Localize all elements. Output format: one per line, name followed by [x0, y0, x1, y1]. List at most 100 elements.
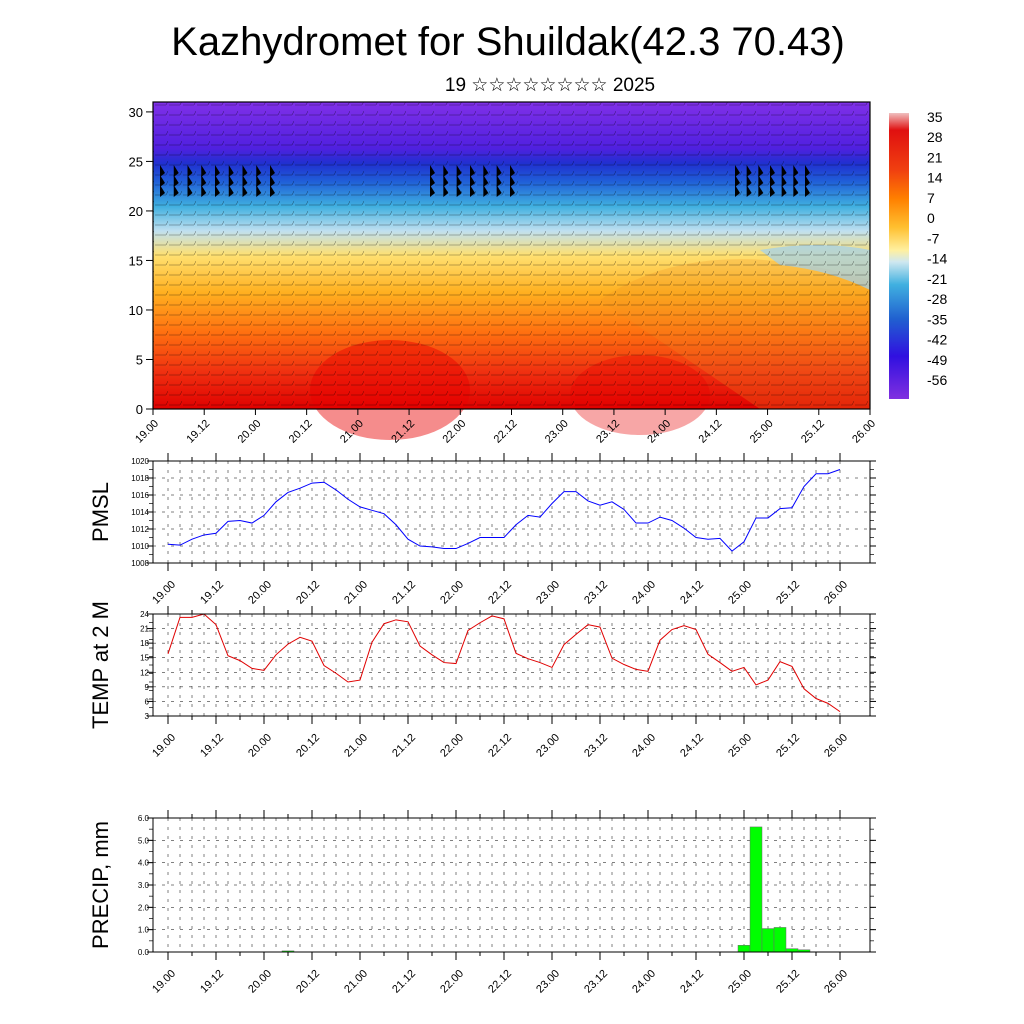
- y-tick-label: 10: [129, 303, 143, 318]
- precip-bar: [749, 826, 763, 953]
- wind-flag-barb: [770, 175, 775, 187]
- chart-title: Kazhydromet for Shuildak(42.3 70.43): [171, 20, 845, 64]
- y-axis-label: PMSL: [88, 482, 113, 542]
- x-tick-label: 23.12: [582, 579, 610, 607]
- colorbar-label: -56: [927, 372, 947, 388]
- x-tick-label: 23.12: [582, 968, 610, 996]
- wind-flag-barb: [483, 175, 489, 187]
- x-tick-label: 20.12: [287, 418, 315, 446]
- y-tick-label: 3: [145, 712, 150, 721]
- wind-flag-barb: [496, 185, 502, 197]
- y-tick-label: 21: [140, 625, 149, 634]
- y-tick-label: 1020: [131, 457, 149, 466]
- wind-flag-barb: [510, 165, 515, 177]
- x-tick-label: 24.12: [678, 732, 706, 760]
- plot-frame: [152, 460, 871, 564]
- wind-barbs: [153, 102, 870, 409]
- data-line: [167, 469, 841, 552]
- wind-flag-barb: [793, 165, 799, 177]
- x-tick-label: 20.00: [236, 418, 264, 446]
- wind-flag-barb: [173, 165, 179, 177]
- wind-flag-barb: [256, 175, 262, 187]
- wind-flag-barb: [456, 185, 462, 197]
- wind-flag-barb: [793, 185, 799, 197]
- colorbar-label: -14: [927, 251, 947, 267]
- wind-flag-barb: [215, 165, 220, 177]
- y-tick-label: 1014: [131, 508, 149, 517]
- wind-flag-barb: [187, 185, 193, 197]
- y-tick-label: 1010: [131, 542, 149, 551]
- x-tick-label: 19.12: [198, 732, 226, 760]
- wind-flag-barb: [215, 175, 220, 187]
- y-tick-label: 18: [140, 639, 149, 648]
- x-tick-label: 25.00: [748, 418, 776, 446]
- wind-flag-barb: [470, 185, 475, 197]
- wind-flag-barb: [430, 165, 435, 177]
- wind-flag-barb: [187, 165, 193, 177]
- x-tick-label: 20.00: [246, 732, 274, 760]
- x-tick-label: 26.00: [822, 968, 850, 996]
- y-tick-label: 15: [129, 253, 143, 268]
- wind-flag-barb: [746, 185, 752, 197]
- x-tick-label: 22.12: [492, 418, 520, 446]
- wind-flag-barb: [805, 175, 810, 187]
- x-tick-label: 24.00: [630, 732, 658, 760]
- x-tick-label: 20.00: [246, 579, 274, 607]
- chart-subtitle: 19 ☆☆☆☆☆☆☆☆ 2025: [445, 75, 655, 96]
- x-tick-label: 20.12: [294, 732, 322, 760]
- x-tick-label: 19.00: [150, 732, 178, 760]
- wind-flag-barb: [456, 165, 462, 177]
- x-tick-label: 25.00: [726, 732, 754, 760]
- x-tick-label: 19.00: [133, 418, 161, 446]
- colorbar-scale: [889, 113, 909, 399]
- wind-flag-barb: [256, 165, 262, 177]
- x-tick-label: 25.12: [774, 579, 802, 607]
- x-tick-label: 25.12: [799, 418, 827, 446]
- x-tick-label: 25.12: [774, 968, 802, 996]
- wind-flag-barb: [781, 175, 787, 187]
- x-tick-label: 21.12: [390, 732, 418, 760]
- y-tick-label: 2.0: [138, 903, 150, 912]
- x-tick-label: 22.12: [486, 579, 514, 607]
- y-tick-label: 1.0: [138, 926, 150, 935]
- y-tick-label: 1016: [131, 491, 149, 500]
- y-tick-label: 30: [129, 105, 143, 120]
- wind-flag-barb: [510, 185, 515, 197]
- y-tick-label: 0.0: [138, 948, 150, 957]
- wind-flag-barb: [483, 165, 489, 177]
- colorbar: 35 28 21 14 7 0 -7 -14 -21 -28 -35 -42 -49 -56: [889, 109, 947, 399]
- x-tick-label: 20.12: [294, 579, 322, 607]
- wind-flag-barb: [496, 165, 502, 177]
- x-tick-label: 24.12: [697, 418, 725, 446]
- x-tick-label: 21.12: [390, 579, 418, 607]
- colorbar-label: -28: [927, 291, 947, 307]
- colorbar-label: 14: [927, 170, 943, 186]
- y-tick-label: 1018: [131, 474, 149, 483]
- x-tick-label: 19.12: [198, 968, 226, 996]
- wind-flag-barb: [215, 185, 220, 197]
- wind-flag-barb: [483, 185, 489, 197]
- x-tick-label: 21.12: [390, 968, 418, 996]
- wind-flag-barb: [770, 185, 775, 197]
- wind-flag-barb: [470, 175, 475, 187]
- x-tick-label: 24.00: [630, 579, 658, 607]
- wind-flag-barb: [270, 165, 275, 177]
- wind-flag-barb: [758, 175, 764, 187]
- colorbar-label: 28: [927, 129, 943, 145]
- x-tick-label: 23.00: [534, 732, 562, 760]
- x-tick-label: 19.12: [198, 579, 226, 607]
- temp-2m-panel: 3 6 9 12 15 18 21 24 19.00 19.12 20.00 20.12 21.00 21…: [88, 601, 876, 760]
- wind-flag-barb: [201, 185, 207, 197]
- wind-flag-barb: [201, 165, 207, 177]
- colorbar-label: -7: [927, 230, 940, 246]
- y-tick-label: 20: [129, 204, 143, 219]
- x-tick-label: 23.12: [582, 732, 610, 760]
- x-tick-label: 21.00: [342, 732, 370, 760]
- precip-bar: [737, 945, 751, 953]
- x-tick-label: 22.00: [438, 579, 466, 607]
- wind-flag-barb: [470, 165, 475, 177]
- pmsl-panel: 1008 1010 1012 1014 1016 1018 1020 19.00 19.12 20…: [88, 453, 876, 607]
- wind-flag-barb: [456, 175, 462, 187]
- wind-flag-barb: [758, 185, 764, 197]
